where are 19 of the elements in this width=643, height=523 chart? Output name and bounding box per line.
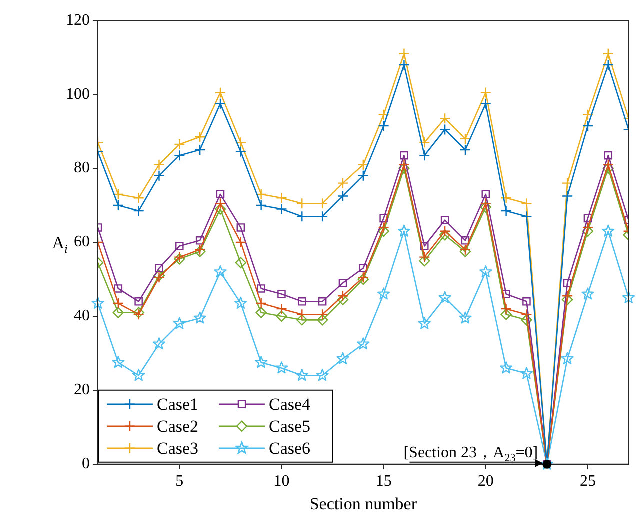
legend-label: Case4 [269, 394, 312, 414]
x-axis-title: Section number [310, 494, 418, 514]
legend-label: Case3 [157, 438, 199, 458]
x-tick-label: 20 [478, 473, 494, 490]
y-tick-label: 40 [74, 308, 90, 325]
y-tick-label: 100 [66, 86, 90, 103]
y-tick-label: 80 [74, 160, 90, 177]
x-tick-label: 10 [274, 473, 290, 490]
legend-label: Case1 [157, 394, 199, 414]
x-tick-label: 25 [580, 473, 596, 490]
legend-label: Case5 [269, 416, 311, 436]
legend-label: Case6 [269, 438, 311, 458]
y-tick-label: 20 [74, 382, 90, 399]
legend-label: Case2 [157, 416, 199, 436]
y-tick-label: 0 [82, 456, 90, 473]
x-tick-label: 15 [376, 473, 392, 490]
y-tick-label: 60 [74, 234, 90, 251]
y-tick-label: 120 [66, 12, 90, 29]
x-tick-label: 5 [176, 473, 184, 490]
